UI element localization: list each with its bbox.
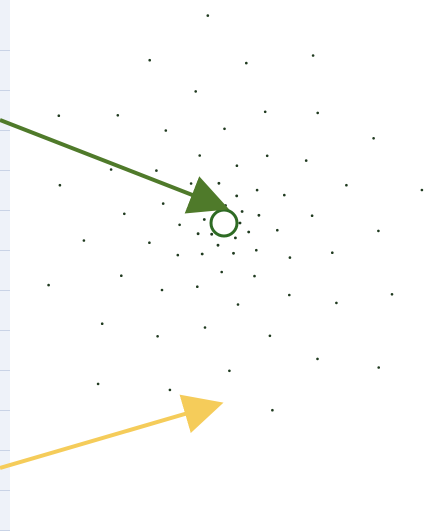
edge-cell: [0, 12, 10, 51]
dot: [206, 14, 210, 17]
dot: [100, 322, 104, 326]
dot: [160, 288, 164, 292]
dot: [335, 301, 338, 305]
dot: [345, 183, 348, 187]
dot: [316, 357, 319, 361]
dot: [316, 111, 320, 115]
dot: [228, 369, 231, 373]
dot: [236, 303, 240, 306]
dot: [331, 251, 334, 254]
dot: [276, 228, 279, 232]
dot: [58, 183, 62, 187]
dot: [390, 293, 394, 296]
dot: [217, 181, 221, 185]
dot: [255, 188, 259, 192]
dot: [210, 232, 214, 236]
edge-cell: [0, 172, 10, 211]
dot: [263, 110, 267, 114]
dot: [247, 230, 251, 234]
dot: [47, 283, 50, 287]
dot: [116, 114, 120, 117]
edge-cell: [0, 292, 10, 331]
dot: [176, 253, 180, 257]
edge-cell: [0, 372, 10, 411]
edge-cell: [0, 412, 10, 451]
dot: [310, 214, 314, 217]
dot: [377, 229, 380, 233]
dot: [372, 137, 375, 140]
dot: [203, 326, 207, 329]
dot: [232, 251, 235, 255]
dot: [123, 212, 126, 216]
dot: [257, 213, 261, 217]
edge-cell: [0, 252, 10, 291]
dot: [109, 168, 113, 171]
dot: [161, 202, 165, 205]
dot: [120, 274, 123, 278]
dot: [265, 154, 269, 158]
dot: [148, 58, 151, 62]
dot: [235, 164, 239, 167]
dot: [193, 204, 197, 208]
dot: [245, 61, 248, 65]
dot: [234, 236, 237, 240]
dot: [268, 334, 272, 338]
dot: [164, 129, 168, 132]
dot: [283, 193, 286, 197]
dot: [220, 270, 223, 274]
dot: [156, 335, 159, 338]
dot: [223, 127, 226, 131]
dot: [311, 54, 315, 57]
yellow-arrow: [0, 394, 224, 470]
dot: [194, 90, 197, 93]
edge-cell: [0, 212, 10, 251]
green-arrow: [0, 118, 230, 214]
dot: [189, 182, 193, 185]
dot: [57, 114, 61, 117]
dot: [96, 382, 100, 386]
edge-cell: [0, 52, 10, 91]
dot: [155, 169, 158, 172]
dot: [200, 252, 204, 256]
edge-cell: [0, 92, 10, 131]
dot: [240, 210, 244, 213]
dot: [377, 366, 381, 369]
dot: [82, 239, 86, 242]
dot: [168, 388, 172, 392]
edge-cell: [0, 452, 10, 491]
dot: [202, 218, 206, 221]
dot-rings: [47, 14, 424, 412]
dot: [420, 188, 424, 192]
dot: [271, 408, 274, 412]
edge-cell: [0, 132, 10, 171]
center-ring: [209, 208, 239, 238]
dot: [198, 154, 201, 157]
dot: [224, 204, 227, 207]
dot: [216, 243, 220, 247]
dot: [196, 232, 200, 236]
dot: [253, 274, 256, 278]
dot: [288, 293, 291, 297]
dot: [235, 194, 239, 198]
dot: [178, 223, 181, 227]
dot: [196, 285, 199, 289]
dot: [254, 248, 258, 252]
edge-cell: [0, 332, 10, 371]
dot: [148, 241, 151, 244]
dot: [288, 256, 292, 259]
dot: [238, 221, 242, 225]
dot: [304, 159, 308, 162]
